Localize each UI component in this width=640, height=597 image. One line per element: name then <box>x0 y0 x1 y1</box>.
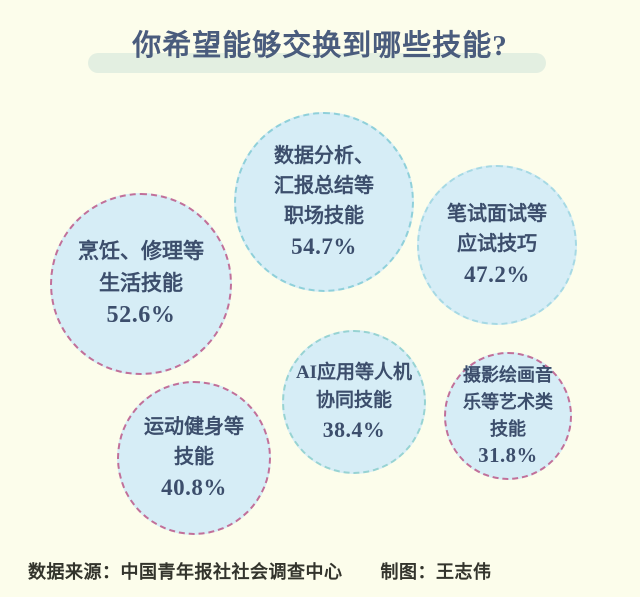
bubble-sport-skills: 运动健身等 技能 40.8% <box>117 381 271 535</box>
bubble-content: 烹饪、修理等 生活技能 52.6% <box>78 236 204 332</box>
data-source-label: 数据来源：中国青年报社社会调查中心 <box>28 562 343 582</box>
credit-label: 制图：王志伟 <box>380 562 492 582</box>
bubble-content: 数据分析、 汇报总结等 职场技能 54.7% <box>274 141 374 262</box>
title-highlight-band <box>88 53 546 73</box>
bubble-value: 47.2% <box>464 262 530 288</box>
bubble-value: 38.4% <box>322 417 386 442</box>
bubble-workplace-skills: 数据分析、 汇报总结等 职场技能 54.7% <box>234 112 414 292</box>
bubble-label: 烹饪、修理等 生活技能 <box>78 239 204 295</box>
bubble-label: AI应用等人机 协同技能 <box>295 361 413 412</box>
bubble-value: 54.7% <box>291 234 357 260</box>
bubble-content: 摄影绘画音 乐等艺术类 技能 31.8% <box>463 362 553 471</box>
bubble-life-skills: 烹饪、修理等 生活技能 52.6% <box>50 193 232 375</box>
bubble-exam-skills: 笔试面试等 应试技巧 47.2% <box>417 165 577 325</box>
bubble-content: 运动健身等 技能 40.8% <box>144 412 244 503</box>
bubble-content: AI应用等人机 协同技能 38.4% <box>296 359 412 445</box>
bubble-ai-skills: AI应用等人机 协同技能 38.4% <box>282 330 426 474</box>
bubble-value: 52.6% <box>106 301 176 329</box>
bubble-label: 笔试面试等 应试技巧 <box>447 203 547 256</box>
bubble-label: 摄影绘画音 乐等艺术类 技能 <box>463 364 553 439</box>
bubble-label: 运动健身等 技能 <box>144 416 244 469</box>
bubble-value: 40.8% <box>161 475 227 501</box>
bubble-label: 数据分析、 汇报总结等 职场技能 <box>274 145 374 228</box>
bubble-value: 31.8% <box>478 444 538 467</box>
chart-title: 你希望能够交换到哪些技能? <box>132 30 508 62</box>
bubble-art-skills: 摄影绘画音 乐等艺术类 技能 31.8% <box>444 352 572 480</box>
bubble-content: 笔试面试等 应试技巧 47.2% <box>447 199 547 290</box>
chart-footer: 数据来源：中国青年报社社会调查中心 制图：王志伟 <box>28 558 492 584</box>
